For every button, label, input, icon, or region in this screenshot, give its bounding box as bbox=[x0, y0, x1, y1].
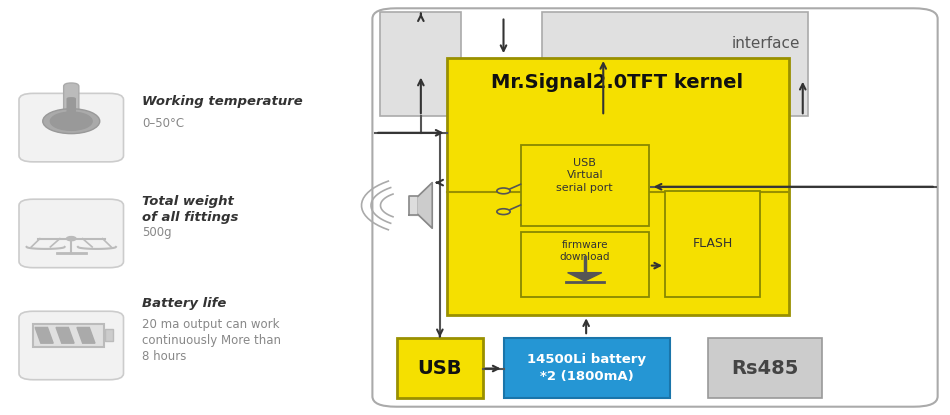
Text: 20 ma output can work
continuously More than
8 hours: 20 ma output can work continuously More … bbox=[142, 318, 281, 363]
Text: 14500Li battery
*2 (1800mA): 14500Li battery *2 (1800mA) bbox=[527, 353, 646, 383]
Text: Working temperature: Working temperature bbox=[142, 95, 303, 108]
FancyBboxPatch shape bbox=[708, 338, 822, 398]
Polygon shape bbox=[568, 273, 602, 281]
Text: Mr.Signal2.0TFT kernel: Mr.Signal2.0TFT kernel bbox=[491, 73, 744, 92]
Text: Elegee: Elegee bbox=[684, 152, 788, 180]
FancyBboxPatch shape bbox=[19, 93, 124, 162]
Text: 0–50°C: 0–50°C bbox=[142, 117, 184, 130]
FancyBboxPatch shape bbox=[504, 338, 670, 398]
Circle shape bbox=[497, 209, 510, 215]
FancyBboxPatch shape bbox=[64, 83, 79, 120]
Text: Battery life: Battery life bbox=[142, 297, 227, 310]
FancyBboxPatch shape bbox=[380, 12, 461, 116]
Circle shape bbox=[50, 112, 92, 130]
FancyBboxPatch shape bbox=[542, 12, 808, 116]
Polygon shape bbox=[408, 196, 418, 215]
Circle shape bbox=[43, 109, 100, 134]
FancyBboxPatch shape bbox=[372, 8, 938, 407]
Text: interface: interface bbox=[732, 36, 800, 51]
FancyBboxPatch shape bbox=[521, 145, 649, 226]
FancyBboxPatch shape bbox=[397, 338, 483, 398]
Text: 500g: 500g bbox=[142, 226, 172, 239]
FancyBboxPatch shape bbox=[66, 97, 76, 120]
Text: Rs485: Rs485 bbox=[732, 359, 798, 378]
Polygon shape bbox=[35, 327, 53, 343]
Text: FLASH: FLASH bbox=[693, 237, 732, 250]
FancyBboxPatch shape bbox=[104, 329, 113, 341]
Text: Total weight
of all fittings: Total weight of all fittings bbox=[142, 195, 238, 224]
Text: USB
Virtual
serial port: USB Virtual serial port bbox=[557, 158, 613, 193]
FancyBboxPatch shape bbox=[19, 311, 124, 380]
Circle shape bbox=[66, 237, 76, 241]
Polygon shape bbox=[418, 183, 432, 228]
FancyBboxPatch shape bbox=[665, 191, 760, 297]
FancyBboxPatch shape bbox=[521, 232, 649, 297]
Polygon shape bbox=[77, 327, 95, 343]
Text: firmware
download: firmware download bbox=[560, 240, 610, 262]
FancyBboxPatch shape bbox=[446, 58, 788, 315]
FancyBboxPatch shape bbox=[33, 324, 104, 347]
Text: USB: USB bbox=[418, 359, 462, 378]
Circle shape bbox=[497, 188, 510, 194]
FancyBboxPatch shape bbox=[19, 199, 124, 268]
Polygon shape bbox=[56, 327, 74, 343]
